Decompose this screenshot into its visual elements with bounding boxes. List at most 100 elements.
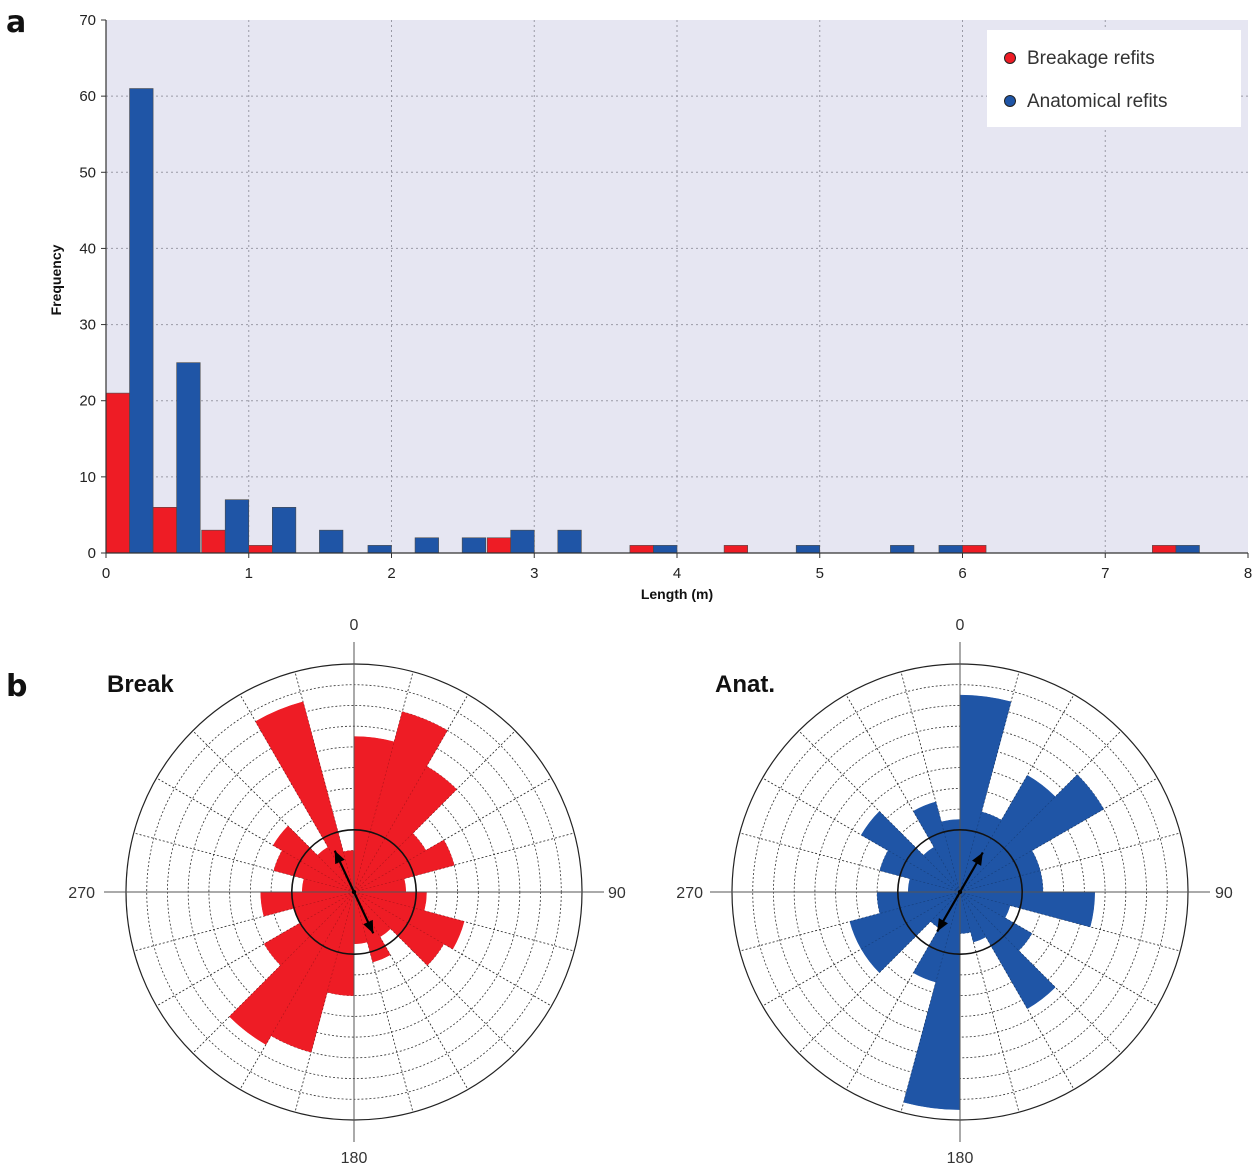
rose-anat-spoke-overlay: [762, 891, 961, 1007]
y-tick-label: 70: [79, 12, 96, 29]
bar-anatomical: [176, 362, 201, 554]
rose-anat-center-point: [957, 889, 963, 895]
y-tick-label: 20: [79, 393, 96, 410]
rose-anat-spoke-overlay: [959, 891, 1181, 952]
x-tick-label: 3: [530, 565, 538, 582]
rose-break-mean-arrow-head: [363, 919, 374, 934]
x-tick-label: 6: [958, 565, 966, 582]
y-tick-label: 30: [79, 317, 96, 334]
rose-break-spoke-overlay: [353, 891, 552, 1007]
rose-break-spoke-overlay: [294, 891, 355, 1113]
y-tick-label: 60: [79, 88, 96, 105]
rose-anat-spoke-overlay: [762, 777, 961, 893]
rose-break-spoke-overlay: [192, 730, 355, 893]
bar-anatomical: [414, 537, 439, 554]
rose-break-petal: [255, 701, 355, 893]
rose-title-break: Break: [107, 671, 174, 698]
bar-breakage: [105, 392, 130, 554]
rose-break-petal: [229, 891, 355, 1045]
rose-break-spoke-overlay: [192, 891, 355, 1054]
rose-break-spoke-overlay: [353, 832, 575, 893]
legend-marker-breakage: [1004, 52, 1016, 64]
bar-anatomical: [461, 537, 487, 554]
rose-break-spoke-overlay: [353, 730, 516, 893]
rose-break-label-south: 180: [341, 1150, 368, 1167]
rose-break-petal: [353, 891, 445, 966]
histogram-chart: 0 1 2 3 4 5 6 7 8 0 10 20 30 40 50 60 70 Length (m) Freq…: [48, 12, 1252, 602]
rose-break-spoke-overlay: [133, 891, 355, 952]
y-tick-label: 10: [79, 469, 96, 486]
bar-breakage: [629, 545, 654, 554]
rose-break-spoke-overlay: [239, 694, 355, 893]
rose-break-petal: [263, 891, 355, 966]
rose-anat-spoke-overlay: [900, 891, 961, 1113]
bar-anatomical: [272, 507, 297, 554]
bar-anatomical: [795, 545, 821, 554]
x-tick-label: 7: [1101, 565, 1109, 582]
rose-anat-spoke-overlay: [959, 891, 1122, 1054]
rose-break-petal: [272, 825, 355, 893]
rose-break-petal: [353, 839, 455, 893]
bar-anatomical: [129, 88, 154, 554]
rose-break-label-east: 90: [608, 885, 626, 902]
bar-anatomical: [224, 499, 250, 554]
bar-breakage: [248, 545, 273, 554]
rose-anat-spoke-overlay: [739, 832, 961, 893]
bar-anatomical: [890, 545, 915, 554]
rose-anat-mean-arrow-tail: [937, 918, 948, 932]
rose-anat-spoke-overlay: [959, 891, 1075, 1090]
rose-break-spoke-overlay: [353, 777, 552, 893]
rose-anat-label-east: 90: [1215, 885, 1233, 902]
legend-label-anatomical: Anatomical refits: [1027, 91, 1167, 112]
rose-anat-spoke-overlay: [798, 891, 961, 1054]
rose-anat-spoke-overlay: [900, 671, 961, 893]
rose-break-spoke-overlay: [353, 891, 516, 1054]
x-axis-title: Length (m): [641, 586, 713, 602]
rose-break-spoke-overlay: [353, 891, 414, 1113]
rose-title-anat: Anat.: [715, 671, 775, 698]
rose-anat-spoke-overlay: [959, 832, 1181, 893]
rose-anat-spoke-overlay: [959, 730, 1122, 893]
rose-break-spoke-overlay: [156, 891, 355, 1007]
legend: Breakage refits Anatomical refits: [987, 30, 1241, 127]
rose-anat-petal: [913, 801, 961, 893]
rose-anat-petal: [959, 774, 1104, 893]
rose-anat-petal: [913, 891, 961, 983]
rose-anat-label-north: 0: [956, 617, 965, 634]
legend-label-breakage: Breakage refits: [1027, 48, 1155, 69]
rose-break-spoke-overlay: [239, 891, 355, 1090]
x-tick-label: 8: [1244, 565, 1252, 582]
histogram-bars: [105, 88, 1200, 554]
bar-anatomical: [510, 529, 535, 554]
rose-anat-spoke-overlay: [739, 891, 961, 952]
bar-anatomical: [557, 529, 582, 554]
panel-label-b: b: [6, 669, 27, 704]
rose-break-center-point: [351, 889, 357, 895]
rose-break-mean-arrow-tail: [334, 850, 345, 865]
rose-anat-mean-arrow-head: [972, 852, 983, 866]
legend-marker-anatomical: [1004, 95, 1016, 107]
rose-anat-petal: [959, 891, 1056, 1010]
rose-break-spoke-overlay: [353, 694, 469, 893]
rose-anat-spoke-overlay: [959, 777, 1158, 893]
rose-anat-spoke-overlay: [959, 671, 1020, 893]
rose-break-spoke-overlay: [353, 671, 414, 893]
bar-breakage: [152, 507, 177, 554]
bar-anatomical: [653, 545, 678, 554]
y-tick-label: 0: [88, 545, 96, 562]
bar-anatomical: [319, 529, 344, 554]
rose-anat-reference-circle: [897, 829, 1023, 955]
bar-anatomical: [1175, 545, 1200, 554]
x-tick-label: 2: [387, 565, 395, 582]
rose-break-petal: [353, 766, 457, 893]
rose-break-spoke-overlay: [353, 891, 575, 952]
rose-break-spoke-overlay: [156, 777, 355, 893]
x-tick-label: 1: [245, 565, 253, 582]
rose-break-label-north: 0: [350, 617, 359, 634]
rose-anat-spoke-overlay: [798, 730, 961, 893]
rose-anat-petal: [959, 891, 987, 943]
rose-anat-spoke-overlay: [959, 891, 1020, 1113]
rose-anat-label-south: 180: [947, 1150, 974, 1167]
rose-break-spoke-overlay: [133, 832, 355, 893]
